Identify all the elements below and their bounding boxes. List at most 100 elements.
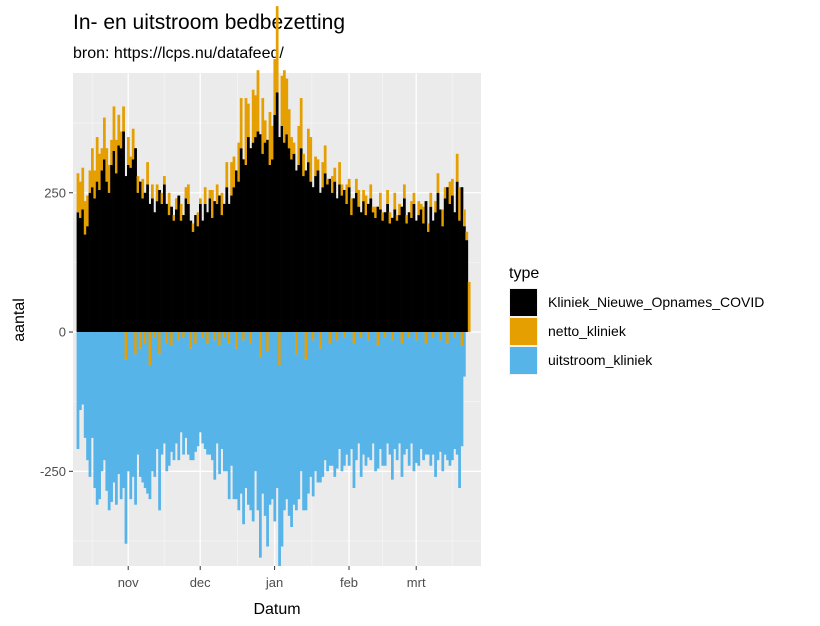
bar: [189, 332, 193, 349]
bar: [211, 189, 214, 218]
bar: [184, 198, 188, 333]
bar: [220, 332, 224, 450]
bar: [110, 139, 113, 165]
bar: [419, 332, 423, 450]
bar: [379, 209, 382, 333]
bar: [280, 75, 284, 126]
bar: [415, 340, 418, 463]
bar: [319, 332, 322, 349]
bar: [355, 178, 358, 193]
bar: [112, 106, 116, 151]
bar: [189, 348, 193, 461]
bar: [364, 195, 368, 216]
bar: [458, 220, 461, 333]
bar: [249, 332, 253, 344]
bar: [167, 332, 171, 466]
bar: [206, 212, 209, 333]
bar: [362, 332, 365, 455]
bar: [88, 170, 92, 193]
bar: [86, 195, 89, 227]
bar: [343, 337, 346, 466]
bar: [379, 332, 382, 450]
bar: [81, 209, 85, 333]
bar: [179, 220, 183, 333]
bar: [364, 215, 368, 333]
bar: [297, 125, 301, 165]
bar: [374, 217, 377, 333]
bar: [439, 332, 442, 341]
bar: [302, 153, 305, 177]
bar: [299, 148, 303, 333]
bar: [343, 189, 346, 333]
bar: [405, 332, 409, 450]
bar: [347, 178, 351, 188]
bar: [230, 332, 233, 466]
bar: [107, 332, 111, 511]
bar: [431, 332, 435, 338]
bar: [158, 332, 161, 355]
bar: [345, 184, 349, 204]
bar: [263, 142, 267, 333]
bar: [153, 212, 157, 333]
bar: [460, 187, 464, 333]
bar: [242, 159, 245, 333]
bar: [338, 184, 341, 333]
bar: [139, 332, 142, 349]
bar: [93, 170, 97, 199]
bar: [388, 332, 392, 455]
bar: [81, 167, 85, 210]
bar: [95, 137, 99, 182]
bar: [215, 184, 219, 204]
bar: [175, 198, 178, 210]
bar: [263, 332, 267, 516]
bar: [148, 332, 152, 366]
bar: [427, 223, 430, 232]
bar: [278, 137, 281, 333]
bar: [201, 337, 205, 444]
bar: [314, 176, 317, 333]
bar: [467, 281, 471, 333]
bar: [371, 332, 375, 444]
bar: [443, 332, 447, 455]
x-tick-label: mrt: [407, 575, 426, 590]
bar: [117, 145, 121, 333]
bar: [163, 176, 166, 185]
bar: [323, 145, 327, 174]
y-tick-label: 250: [44, 185, 66, 200]
bar: [91, 148, 94, 188]
bar: [86, 332, 89, 461]
bar: [160, 332, 164, 455]
bar: [331, 332, 334, 466]
bar: [297, 332, 301, 500]
bar: [213, 340, 217, 480]
bar: [98, 189, 101, 333]
bar: [287, 332, 291, 516]
x-tick-label: jan: [265, 575, 283, 590]
bar: [275, 6, 279, 93]
bar: [83, 234, 87, 333]
bar: [280, 125, 284, 333]
legend-items: Kliniek_Nieuwe_Opnames_COVID netto_klinie…: [509, 288, 764, 375]
bar: [407, 337, 411, 466]
bar: [261, 98, 265, 154]
bar: [316, 159, 320, 171]
bar: [367, 332, 370, 341]
bar: [453, 337, 457, 450]
bar: [290, 159, 293, 333]
bar: [403, 332, 406, 455]
bar: [122, 106, 125, 132]
bar: [383, 337, 387, 466]
x-tick-label: nov: [118, 575, 139, 590]
bar: [148, 365, 152, 500]
bar: [199, 198, 202, 204]
bar: [292, 153, 296, 333]
bar: [167, 192, 171, 216]
bar: [235, 348, 238, 500]
bar: [328, 178, 332, 333]
bar: [237, 142, 241, 182]
bar: [271, 125, 274, 160]
bar: [170, 345, 173, 452]
bar: [232, 187, 236, 333]
bar: [227, 203, 231, 333]
legend-swatch: [510, 347, 537, 374]
